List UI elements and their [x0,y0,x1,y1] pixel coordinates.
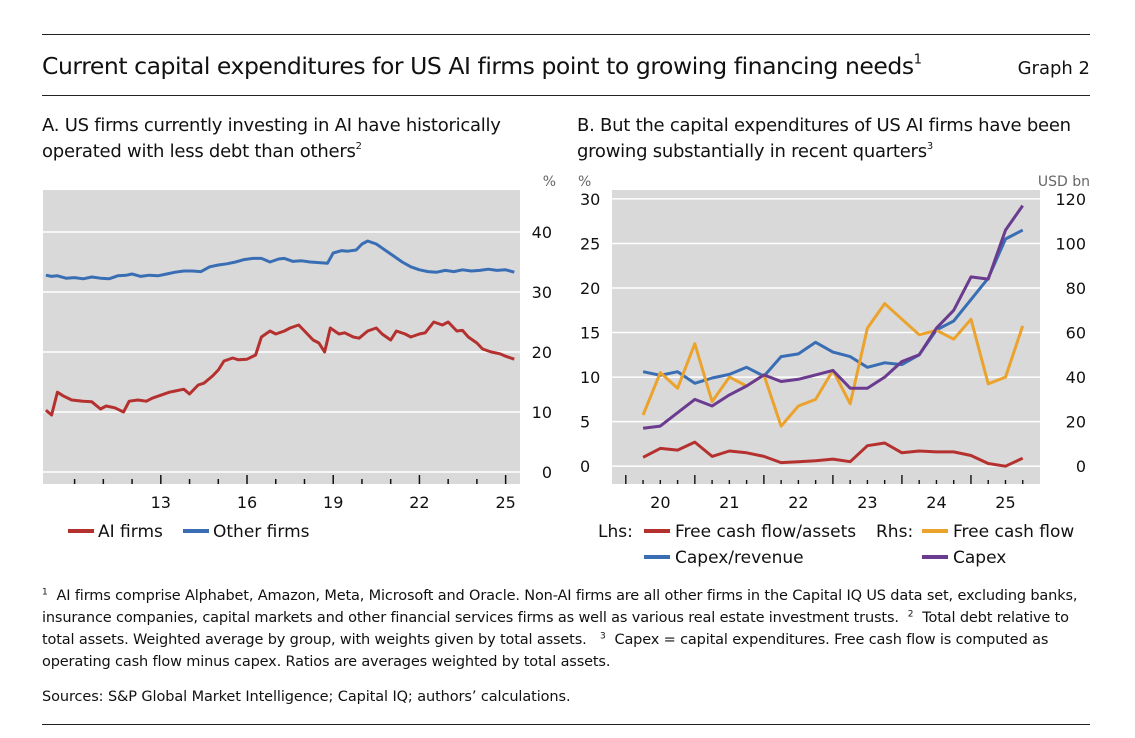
panel-a-series-line [45,239,515,281]
panel-b-x-tick-label: 25 [995,493,1015,512]
panel-b-y-left-tick-label: 10 [580,368,600,387]
footnote-3-mark: 3 [599,631,606,642]
panel-b-legend-lhs-label: Lhs: [598,522,633,542]
panel-a-subtitle-line2-text: operated with less debt than others [42,141,356,162]
panel-b-y-right-tick-label: 120 [1055,190,1086,209]
panel-a-series-line [44,320,515,417]
graph-title-text: Current capital expenditures for US AI f… [42,52,914,80]
footnote-2-text: Total debt relative to total assets. Wei… [42,610,1069,648]
footnote-2-mark: 2 [907,609,914,620]
panel-a-x-tick-label: 22 [409,493,429,512]
footnote-1-text: AI firms comprise Alphabet, Amazon, Meta… [42,588,1078,626]
panel-a-y-tick-label: 30 [532,283,552,302]
panel-b-x-tick-label: 23 [857,493,877,512]
panel-b-series-line [642,204,1024,430]
panel-a-y-tick-label: 0 [542,463,552,482]
panel-a-legend-label: AI firms [98,522,163,542]
panel-a-y-tick-label: 20 [532,343,552,362]
panel-b-y-right-tick-label: 80 [1066,279,1086,298]
graph-number: Graph 2 [1017,58,1090,79]
bottom-rule [42,724,1090,725]
sources-note: Sources: S&P Global Market Intelligence;… [42,689,571,705]
panel-b-y-left-tick-label: 30 [580,190,600,209]
panel-a-y-tick-label: 10 [532,403,552,422]
panel-b-y-left-tick-label: 25 [580,234,600,253]
panel-a-subtitle-note: 2 [355,141,362,153]
panel-a-x-tick-label: 13 [151,493,171,512]
panel-b-y-right-tick-label: 100 [1055,234,1086,253]
panel-b-series-line [642,440,1024,468]
panel-b-legend-label: Capex/revenue [675,548,804,568]
panel-a-x-tick-label: 19 [323,493,343,512]
panel-b-y-right-tick-label: 60 [1066,324,1086,343]
panel-a-x-tick-label: 16 [237,493,257,512]
panel-a-y-unit: % [543,174,556,190]
panel-b-y-left-tick-label: 5 [580,413,590,432]
panel-a-subtitle: A. US firms currently investing in AI ha… [42,113,501,165]
panel-b-chart: 0 5 10 15 20 25 30 0 20 40 60 80 100 120% USD bn 20 21 22… [578,174,1090,568]
panel-b-y-right-tick-label: 20 [1066,413,1086,432]
panel-b-x-tick-label: 22 [788,493,808,512]
panel-a-subtitle-line1: A. US firms currently investing in AI ha… [42,115,501,136]
panel-b-legend-label: Capex [953,548,1006,568]
title-rule [42,95,1090,96]
panel-b-x-tick-label: 24 [926,493,946,512]
graph-title-note: 1 [913,52,922,68]
panel-b-y-right-tick-label: 40 [1066,368,1086,387]
panel-b-y-right-unit: USD bn [1038,174,1090,190]
panel-b-legend-label: Free cash flow/assets [675,522,856,542]
top-rule [42,34,1090,35]
panel-b-y-left-tick-label: 0 [580,457,590,476]
graph-title: Current capital expenditures for US AI f… [42,52,922,80]
panel-b-legend-rhs-label: Rhs: [876,522,913,542]
panel-b-y-left-tick-label: 20 [580,279,600,298]
panel-b-y-left-tick-label: 15 [580,324,600,343]
panel-b-plot-area [612,190,1040,484]
panel-b-subtitle-note: 3 [926,141,933,153]
footnote-1-mark: 1 [42,587,48,598]
panel-b-y-right-tick-label: 0 [1076,457,1086,476]
panel-b-subtitle-line2-text: growing substantially in recent quarters [577,141,927,162]
footnote-3-text: Capex = capital expenditures. Free cash … [42,632,1049,670]
panel-b-x-tick-label: 21 [719,493,739,512]
panel-b-legend-label: Free cash flow [953,522,1074,542]
panel-b-subtitle: B. But the capital expenditures of US AI… [577,113,1071,165]
panel-a-chart: 0 10 20 30 40% 13 16 19 22 25 AI firms Other firms [43,174,556,542]
footnotes: 1 AI firms comprise Alphabet, Amazon, Me… [42,585,1092,673]
panel-b-y-left-unit: % [578,174,591,190]
panel-a-plot-area [43,190,520,484]
panel-b-x-tick-label: 20 [650,493,670,512]
panel-b-subtitle-line1: B. But the capital expenditures of US AI… [577,115,1071,136]
panel-a-y-tick-label: 40 [532,223,552,242]
panel-a-subtitle-line2: operated with less debt than others2 [42,139,501,165]
panel-a-x-tick-label: 25 [495,493,515,512]
panel-b-subtitle-line2: growing substantially in recent quarters… [577,139,1071,165]
panel-a-legend-label: Other firms [213,522,310,542]
